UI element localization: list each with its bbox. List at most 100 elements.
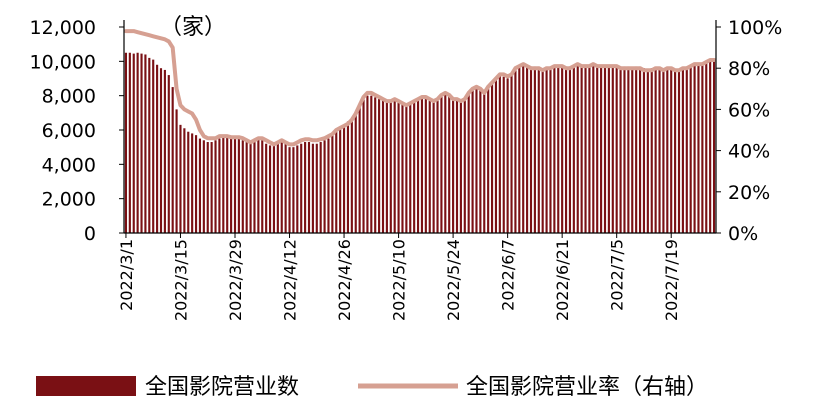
bar — [572, 64, 575, 234]
bar — [709, 59, 712, 234]
bar — [642, 68, 646, 233]
legend: 全国影院营业数 全国影院营业率（右轴） — [36, 375, 708, 400]
bar — [541, 68, 544, 233]
bar — [136, 52, 139, 233]
bar — [416, 100, 420, 233]
left-tick-label: 8,000 — [42, 86, 96, 108]
bar — [611, 64, 614, 234]
right-tick-label: 40% — [728, 141, 770, 163]
bar — [124, 52, 128, 233]
bar — [533, 66, 536, 233]
bar — [202, 140, 205, 233]
bar — [319, 142, 322, 233]
bar — [249, 142, 252, 233]
bar — [374, 97, 377, 233]
bar — [455, 100, 459, 233]
left-tick-label: 10,000 — [30, 51, 96, 73]
bar — [693, 63, 696, 233]
bar — [619, 66, 622, 233]
bar — [510, 75, 513, 233]
bar — [284, 143, 287, 233]
bar — [370, 95, 373, 233]
bar — [413, 102, 416, 233]
bar — [315, 143, 318, 233]
right-tick-label: 20% — [728, 182, 770, 204]
x-tick-label: 2022/7/19 — [662, 239, 681, 321]
bar — [424, 99, 427, 233]
bar — [498, 75, 501, 233]
bar — [467, 93, 470, 233]
bar — [553, 64, 556, 234]
legend-label-line: 全国影院营业率（右轴） — [466, 375, 708, 400]
bar — [502, 76, 505, 233]
bar — [600, 64, 603, 234]
x-tick-label: 2022/4/12 — [281, 239, 300, 321]
bar — [268, 145, 272, 233]
bar — [670, 68, 673, 233]
bar — [526, 64, 529, 234]
bar — [452, 99, 455, 233]
bar — [514, 69, 517, 233]
bar — [140, 53, 143, 233]
bar — [323, 140, 326, 233]
bar — [389, 102, 392, 233]
bar — [241, 140, 244, 233]
bar — [187, 131, 190, 233]
x-tick-label: 2022/5/24 — [444, 239, 463, 321]
bar — [432, 102, 435, 233]
bar — [385, 102, 388, 233]
bar — [701, 64, 704, 234]
bar — [171, 87, 174, 233]
bar — [440, 95, 443, 233]
bar — [194, 135, 198, 233]
right-tick-label: 80% — [728, 58, 770, 80]
bar — [697, 63, 700, 233]
rate-line — [123, 29, 717, 147]
left-tick-label: 12,000 — [30, 17, 96, 39]
bar — [490, 81, 494, 234]
left-tick-label: 0 — [84, 223, 96, 245]
bar — [222, 136, 225, 233]
bar — [549, 66, 552, 233]
bar — [603, 64, 607, 234]
left-tick-label: 4,000 — [42, 154, 96, 176]
bar — [444, 93, 447, 233]
bar — [378, 99, 381, 233]
bar — [144, 54, 147, 233]
right-tick-label: 100% — [728, 17, 782, 39]
bar — [568, 66, 572, 233]
bar — [689, 64, 692, 234]
bar — [339, 126, 342, 233]
bar-series — [124, 52, 716, 234]
bar — [654, 68, 657, 233]
bar — [666, 68, 669, 233]
bar — [198, 138, 202, 233]
bar — [148, 57, 151, 234]
bar — [576, 63, 579, 233]
bar — [175, 109, 178, 233]
x-tick-label: 2022/7/5 — [608, 239, 627, 311]
bar — [311, 143, 314, 233]
bar — [296, 145, 299, 233]
bar — [592, 63, 595, 233]
bar — [631, 68, 634, 233]
bar — [342, 124, 346, 233]
bar — [479, 90, 482, 234]
unit-label: （家） — [160, 15, 226, 40]
bar — [483, 93, 486, 233]
bar — [596, 64, 599, 234]
legend-label-bar: 全国影院营业数 — [145, 375, 299, 400]
bar — [327, 138, 330, 233]
bar — [393, 100, 396, 233]
bar — [261, 140, 264, 233]
bar — [537, 66, 540, 233]
bar — [607, 64, 610, 234]
bar — [635, 66, 638, 233]
bar — [677, 69, 681, 233]
bar — [257, 138, 260, 233]
axes — [123, 20, 717, 234]
bar — [265, 143, 268, 233]
bar — [529, 66, 533, 233]
x-tick-label: 2022/6/7 — [499, 239, 518, 311]
